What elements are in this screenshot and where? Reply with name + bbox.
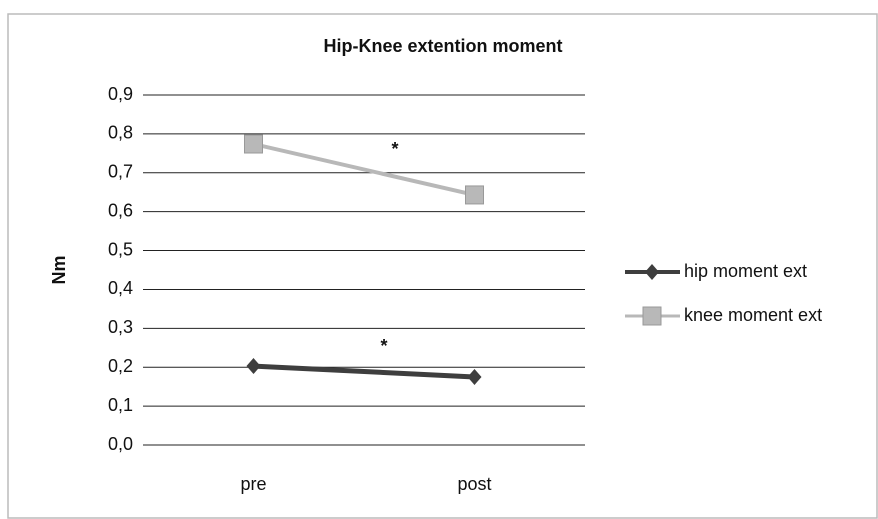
y-tick-label: 0,4 [108,278,133,298]
y-tick-label: 0,7 [108,162,133,182]
legend-marker [645,264,659,280]
chart-frame [7,13,878,519]
x-tick-label: post [457,474,491,494]
y-tick-label: 0,9 [108,84,133,104]
data-point [467,368,482,385]
series-line [253,363,475,380]
y-tick-label: 0,0 [108,434,133,454]
y-tick-label: 0,2 [108,356,133,376]
legend-label: knee moment ext [684,305,822,325]
data-point [465,185,484,205]
y-tick-label: 0,1 [108,395,133,415]
legend-label: hip moment ext [684,261,807,281]
y-axis-label: Nm [49,255,69,284]
y-tick-label: 0,8 [108,123,133,143]
annotation: * [391,139,398,159]
y-tick-label: 0,6 [108,200,133,220]
series-line [253,142,475,197]
y-tick-label: 0,3 [108,317,133,337]
legend-marker [642,306,662,326]
data-point [244,134,263,154]
y-tick-label: 0,5 [108,239,133,259]
annotation: * [380,336,387,356]
x-tick-label: pre [240,474,266,494]
chart-title: Hip-Knee extention moment [323,36,562,56]
data-point [246,358,261,375]
